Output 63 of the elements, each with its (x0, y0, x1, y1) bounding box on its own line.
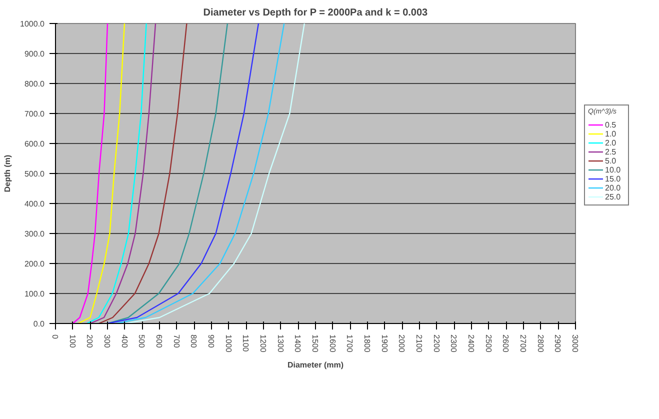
x-tick-label: 500 (137, 334, 146, 348)
y-tick-label: 300.0 (24, 230, 46, 238)
x-tick-label: 2600 (501, 334, 510, 353)
x-tick-label: 1000 (224, 334, 233, 353)
x-tick-label: 2300 (449, 334, 458, 353)
y-axis-title: Depth (m) (3, 154, 12, 192)
legend-label: 25.0 (605, 192, 622, 202)
legend-label: 0.5 (605, 120, 618, 130)
x-axis-title: Diameter (mm) (287, 360, 344, 370)
x-tick-label: 400 (120, 334, 129, 348)
y-tick-label: 800.0 (24, 80, 46, 88)
legend-label: 1.0 (605, 129, 618, 138)
x-tick-label: 3000 (570, 334, 580, 353)
y-tick-label: 900.0 (24, 50, 46, 58)
x-tick-label: 900 (206, 334, 216, 348)
line-series (106, 24, 228, 324)
y-tick-label: 500.0 (24, 170, 46, 178)
line-series (86, 24, 147, 324)
legend-label: 20.0 (605, 183, 622, 192)
x-tick-label: 2200 (432, 334, 441, 353)
x-tick-label: 2500 (484, 334, 493, 353)
x-tick-label: 200 (85, 334, 94, 348)
line-series (116, 24, 285, 324)
x-tick-label: 800 (189, 334, 198, 348)
x-tick-label: 2700 (518, 334, 528, 353)
line-series (106, 24, 260, 324)
legend-label: 5.0 (605, 156, 618, 166)
legend-label: 10.0 (605, 165, 622, 174)
x-tick-label: 1800 (362, 334, 372, 353)
x-tick-label: 2000 (397, 334, 406, 353)
x-tick-label: 2800 (536, 334, 545, 353)
x-tick-label: 1600 (328, 334, 337, 353)
x-tick-label: 1700 (345, 334, 354, 353)
y-tick-label: 200.0 (24, 260, 46, 268)
y-tick-label: 0.0 (33, 320, 46, 328)
x-tick-label: 2900 (553, 334, 562, 353)
x-tick-label: 1100 (241, 334, 250, 352)
line-series (124, 24, 306, 324)
legend-label: 15.0 (605, 174, 622, 184)
y-tick-label: 600.0 (24, 140, 46, 148)
line-series (98, 24, 188, 324)
x-tick-label: 600 (154, 334, 164, 348)
x-tick-label: 1300 (276, 334, 285, 353)
line-series (77, 24, 126, 324)
x-tick-label: 0 (50, 334, 60, 340)
y-tick-label: 400.0 (24, 200, 46, 208)
line-series (72, 24, 108, 324)
y-tick-label: 700.0 (24, 110, 46, 118)
x-tick-label: 700 (172, 334, 181, 348)
x-tick-label: 100 (68, 334, 77, 348)
x-tick-label: 1200 (258, 334, 268, 353)
line-series (90, 24, 156, 324)
x-tick-label: 2100 (414, 334, 424, 353)
y-tick-label: 100.0 (24, 290, 46, 298)
y-tick-label: 1000.0 (20, 20, 46, 28)
legend-label: 2.5 (605, 147, 618, 156)
x-tick-label: 1900 (380, 334, 389, 353)
x-tick-label: 300 (102, 334, 112, 348)
x-tick-label: 2400 (466, 334, 476, 353)
x-tick-label: 1500 (310, 334, 320, 353)
legend-label: 2.0 (605, 138, 618, 148)
x-tick-label: 1400 (293, 334, 302, 353)
chart-title: Diameter vs Depth for P = 2000Pa and k = 0.003 (203, 8, 428, 18)
